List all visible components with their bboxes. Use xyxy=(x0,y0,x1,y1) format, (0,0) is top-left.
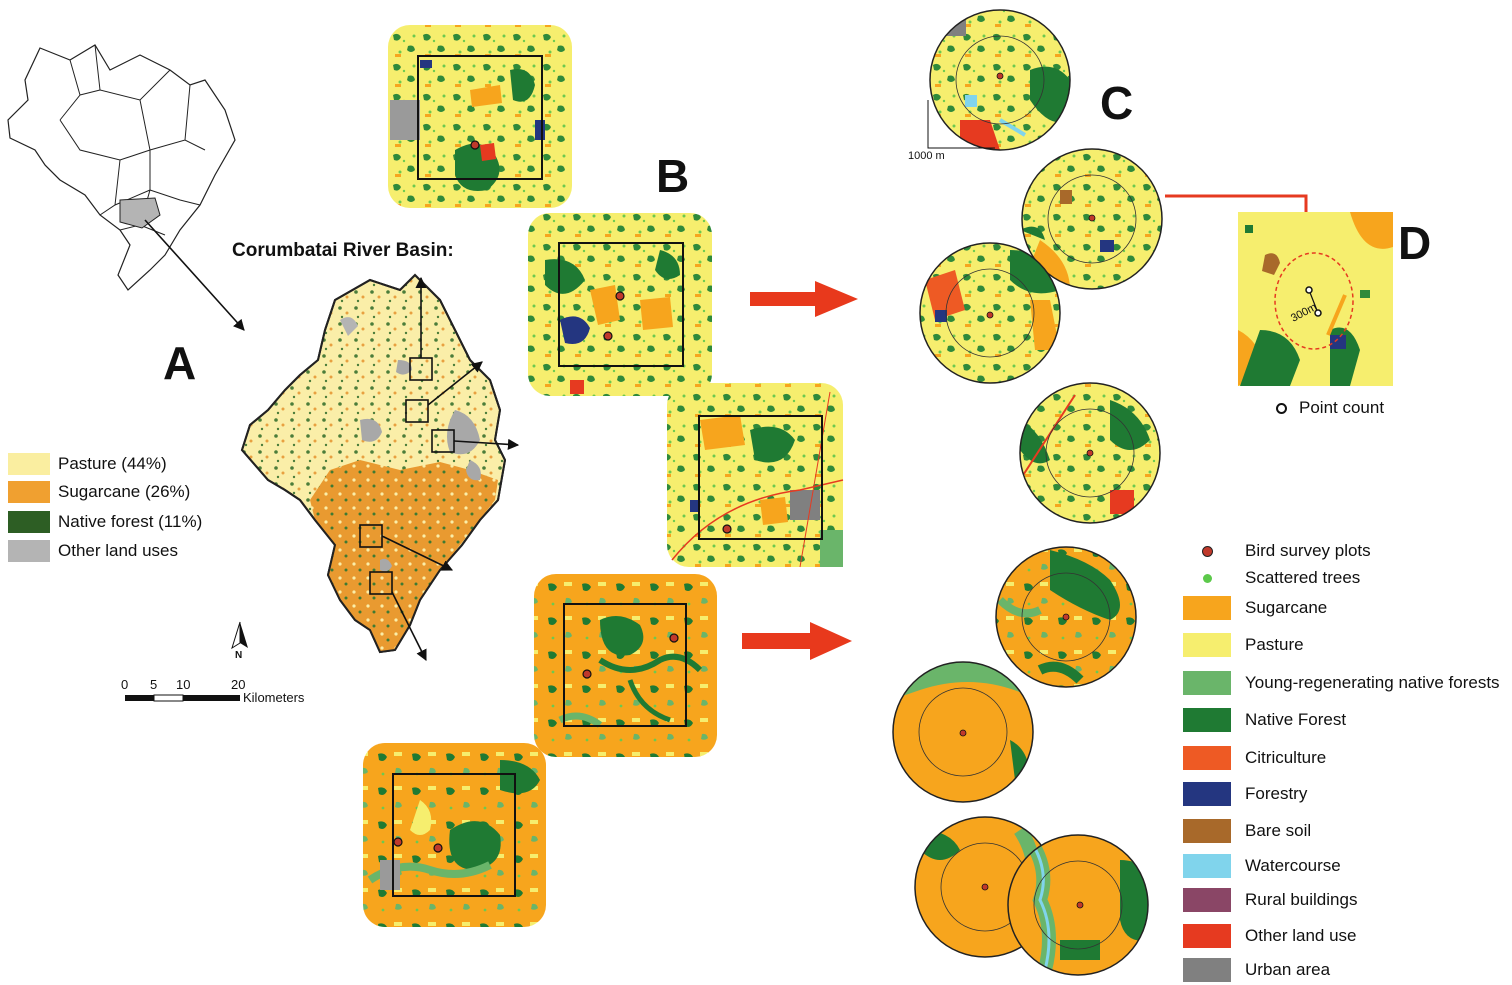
scattered-tree-icon xyxy=(1183,566,1231,590)
legend-label: Sugarcane (26%) xyxy=(58,482,191,501)
legend-item: Pasture (44%) xyxy=(8,452,167,476)
circle-map-8 xyxy=(981,834,1149,976)
panel-label-c: C xyxy=(1100,77,1134,129)
circle-map-2 xyxy=(1021,148,1163,290)
legend-label: Other land use xyxy=(1245,926,1357,945)
legend-item: Watercourse xyxy=(1183,853,1341,879)
legend-swatch xyxy=(8,481,50,503)
legend-item: Other land use xyxy=(1183,923,1357,949)
square-map-3 xyxy=(667,383,844,568)
panel-label-d: D xyxy=(1398,217,1432,269)
scale-tick-10: 10 xyxy=(176,677,191,692)
legend-swatch xyxy=(8,540,50,562)
legend-label: Forestry xyxy=(1245,784,1308,803)
panel-label-b: B xyxy=(656,150,690,202)
brazil-map xyxy=(7,44,245,331)
north-label: N xyxy=(235,650,243,661)
square-map-1 xyxy=(388,25,572,208)
legend-label: Urban area xyxy=(1245,960,1331,979)
north-arrow-icon xyxy=(231,621,248,650)
legend-item: Sugarcane (26%) xyxy=(8,480,190,504)
square-map-4 xyxy=(534,574,717,757)
basin-title: Corumbatai River Basin: xyxy=(232,240,454,261)
point-count-icon xyxy=(1276,402,1287,414)
legend-swatch xyxy=(1183,596,1231,620)
panel-label-a: A xyxy=(163,337,197,389)
legend-swatch xyxy=(1183,888,1231,912)
square-map-5 xyxy=(363,743,546,927)
legend-swatch xyxy=(1183,819,1231,843)
legend-label: Native Forest xyxy=(1245,710,1347,729)
legend-item: Bare soil xyxy=(1183,818,1311,844)
legend-item: Pasture xyxy=(1183,632,1304,658)
legend-item: Young-regenerating native forests xyxy=(1183,670,1500,696)
scale-bar xyxy=(125,694,240,702)
legend-label: Bird survey plots xyxy=(1245,541,1371,560)
circle-map-6 xyxy=(892,661,1034,803)
circle-map-4 xyxy=(1019,382,1161,524)
bird-plot-icon xyxy=(1183,539,1231,563)
point-count-legend: Point count xyxy=(1276,398,1384,418)
legend-item: Forestry xyxy=(1183,781,1307,807)
legend-swatch xyxy=(8,511,50,533)
legend-label: Bare soil xyxy=(1245,821,1312,840)
legend-label: Sugarcane xyxy=(1245,598,1328,617)
legend-swatch xyxy=(1183,924,1231,948)
legend-label: Rural buildings xyxy=(1245,890,1358,909)
scale-tick-0: 0 xyxy=(121,677,129,692)
point-count-label: Point count xyxy=(1299,398,1385,417)
legend-swatch xyxy=(1183,958,1231,982)
legend-item: Native forest (11%) xyxy=(8,510,202,534)
corumbatai-basin-map xyxy=(240,273,520,662)
scale-tick-20: 20 xyxy=(231,677,246,692)
legend-item: Bird survey plots xyxy=(1183,538,1371,564)
legend-swatch xyxy=(8,453,50,475)
legend-item: Scattered trees xyxy=(1183,565,1360,591)
legend-label: Watercourse xyxy=(1245,856,1341,875)
legend-item: Native Forest xyxy=(1183,707,1346,733)
arrow-b-to-c-lower xyxy=(742,622,852,660)
legend-swatch xyxy=(1183,708,1231,732)
arrow-b-to-c-upper xyxy=(750,281,858,317)
square-map-2 xyxy=(528,213,712,396)
legend-item: Citriculture xyxy=(1183,745,1326,771)
circle-map-5 xyxy=(995,546,1137,688)
legend-swatch xyxy=(1183,633,1231,657)
circle-map-1 xyxy=(927,9,1071,151)
legend-swatch xyxy=(1183,782,1231,806)
legend-swatch xyxy=(1183,854,1231,878)
scale-unit: Kilometers xyxy=(243,690,305,705)
circle-map-3 xyxy=(919,242,1061,384)
legend-item: Sugarcane xyxy=(1183,595,1327,621)
legend-label: Young-regenerating native forests xyxy=(1245,673,1500,692)
legend-label: Native forest (11%) xyxy=(58,512,203,531)
legend-label: Pasture (44%) xyxy=(58,454,167,473)
legend-label: Pasture xyxy=(1245,635,1304,654)
legend-item: Rural buildings xyxy=(1183,887,1357,913)
scale-tick-5: 5 xyxy=(150,677,158,692)
inset-c-scale-label: 1000 m xyxy=(908,150,945,162)
legend-swatch xyxy=(1183,746,1231,770)
legend-item: Other land uses xyxy=(8,539,178,563)
legend-swatch xyxy=(1183,671,1231,695)
legend-label: Other land uses xyxy=(58,541,179,560)
legend-item: Urban area xyxy=(1183,957,1330,983)
legend-label: Citriculture xyxy=(1245,748,1327,767)
legend-label: Scattered trees xyxy=(1245,568,1361,587)
inset-map-d xyxy=(1238,212,1393,386)
